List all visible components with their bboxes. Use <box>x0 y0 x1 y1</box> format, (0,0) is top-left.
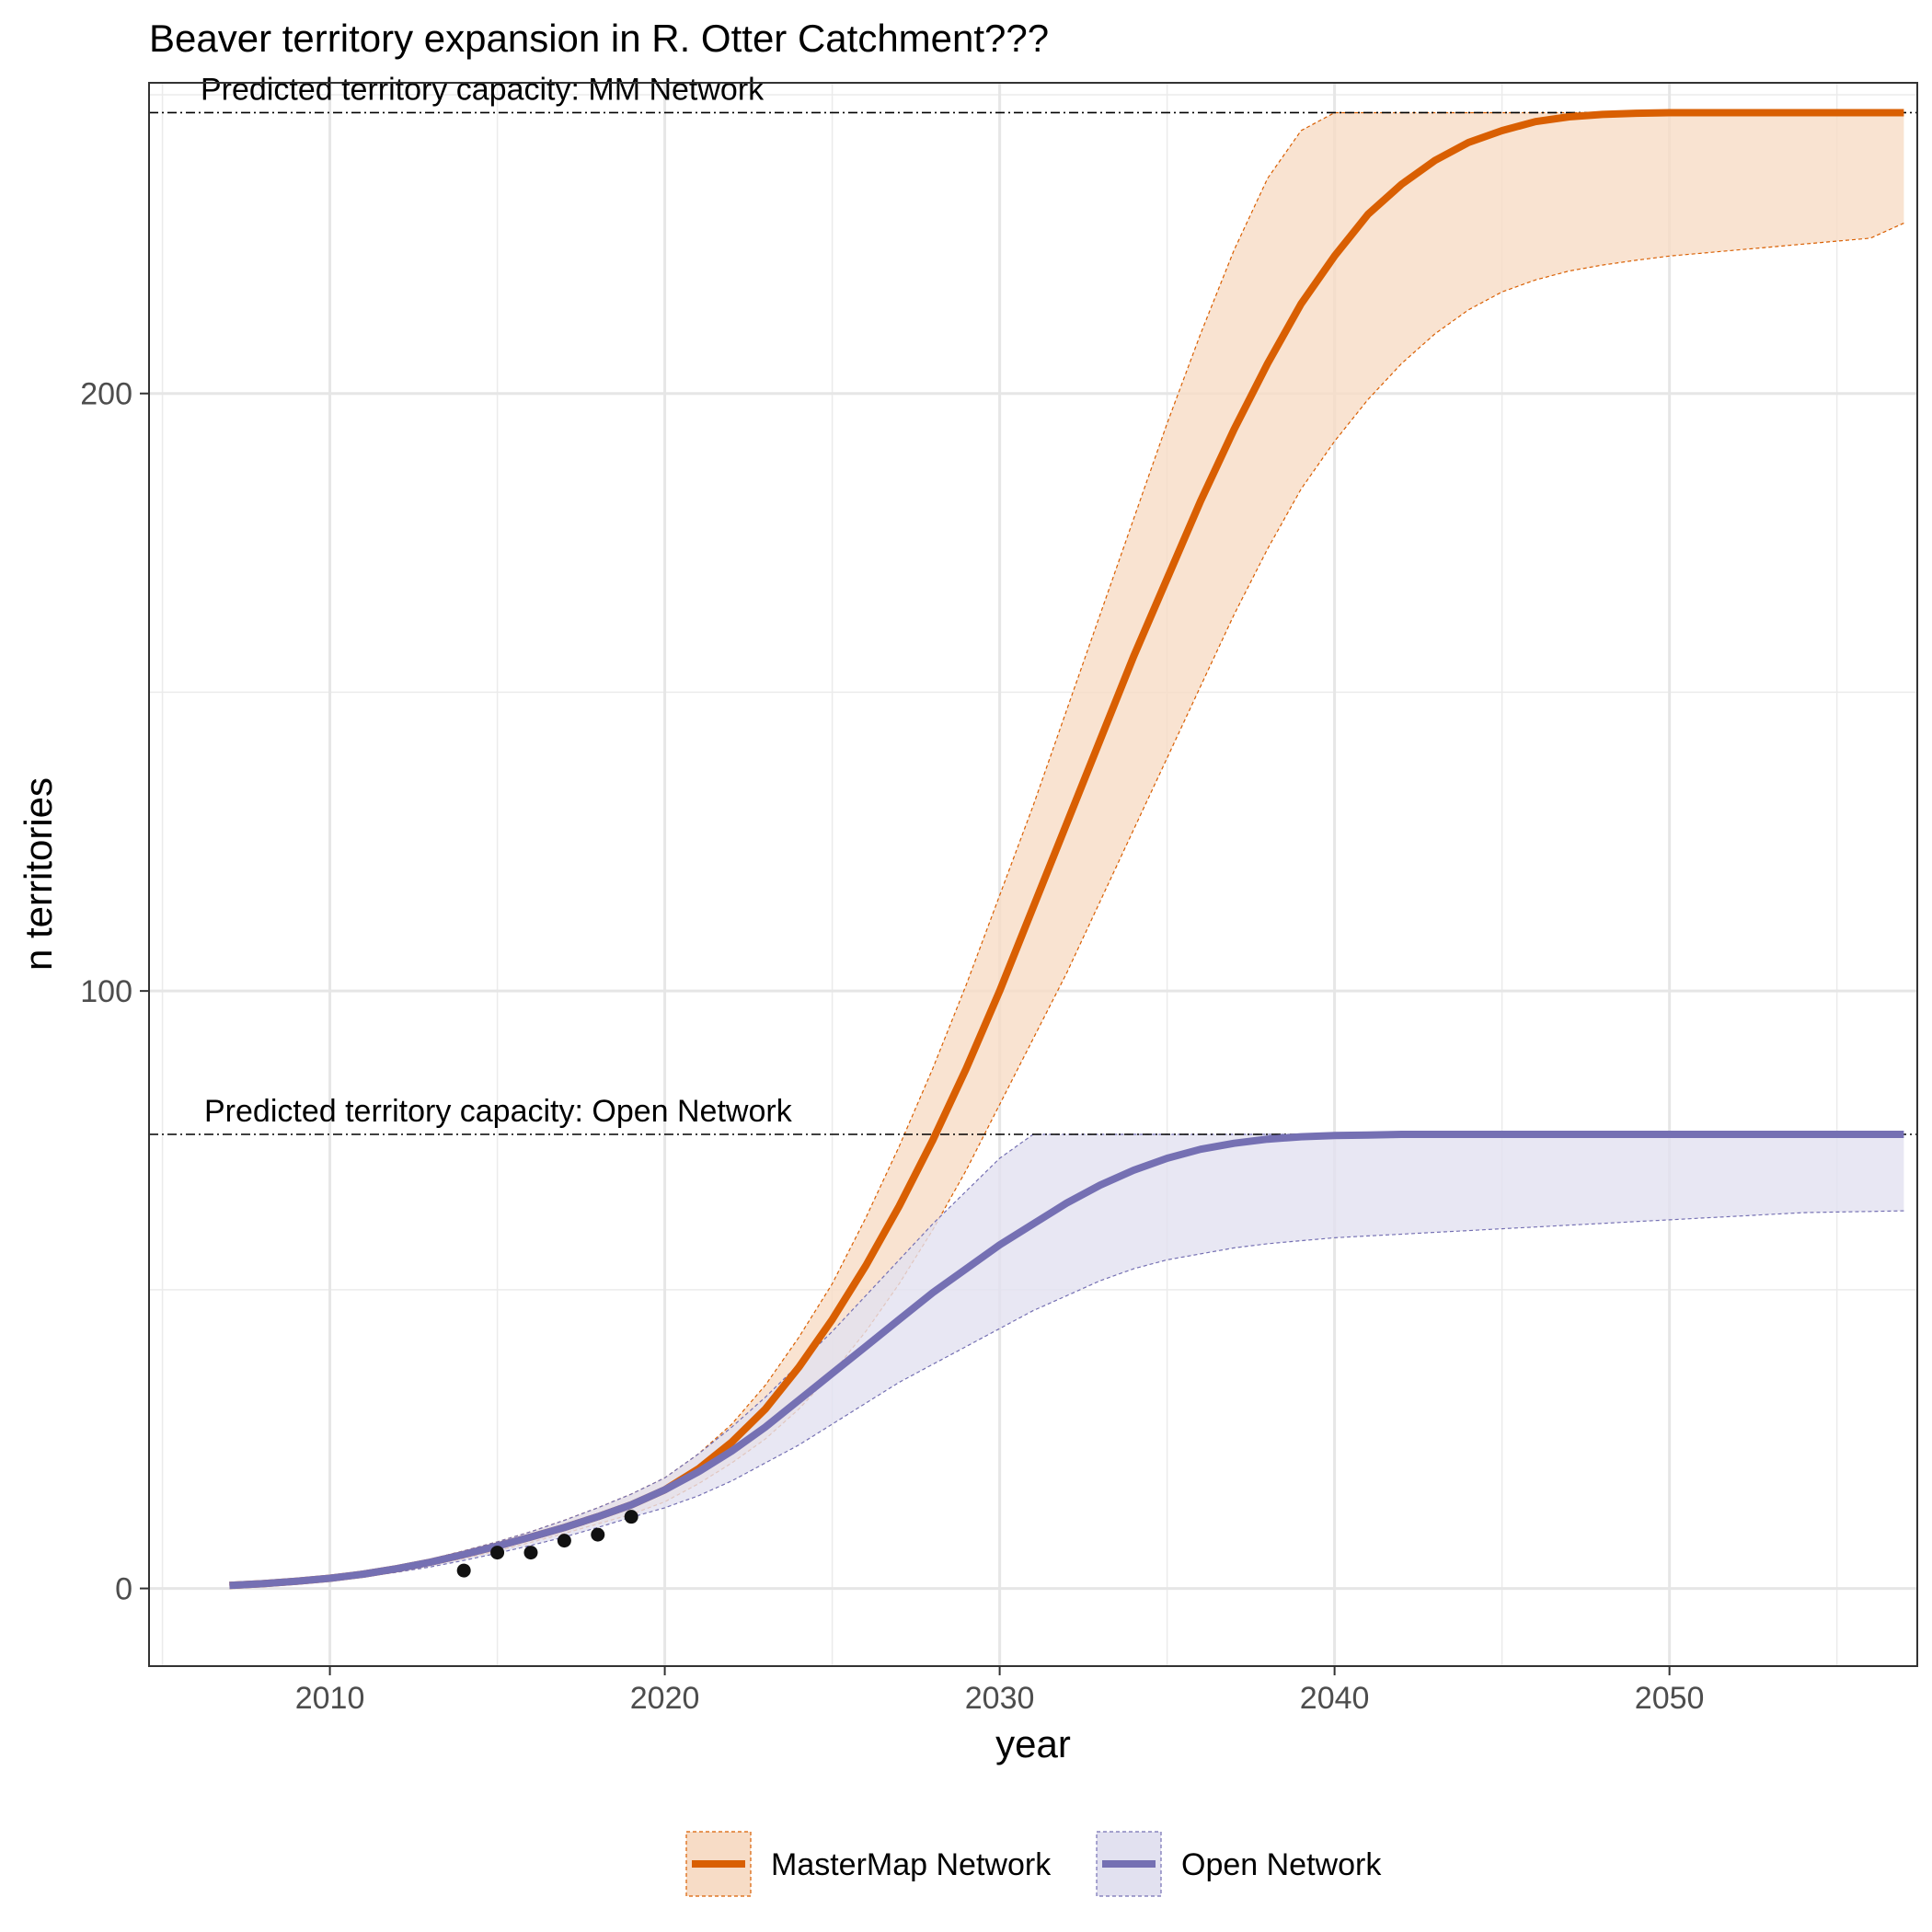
x-axis: 2010 2020 2030 2040 2050 <box>295 1666 1705 1716</box>
confidence-ribbons <box>229 111 1904 1587</box>
x-tick-label: 2050 <box>1635 1681 1705 1716</box>
y-axis-label: n territories <box>17 777 60 971</box>
observed-point <box>591 1527 605 1542</box>
panel-border <box>148 82 1918 1667</box>
ribbon-open <box>229 1134 1904 1586</box>
ribbon-lower-open <box>229 1210 1904 1587</box>
observed-point <box>523 1546 538 1560</box>
series-line-open <box>229 1131 1904 1590</box>
capacity-reference-lines: Predicted territory capacity: MM Network… <box>149 72 1917 1135</box>
x-tick-label: 2030 <box>965 1681 1035 1716</box>
observed-point <box>456 1563 471 1578</box>
ribbon-mastermap <box>229 112 1904 1586</box>
observed-point <box>490 1546 505 1560</box>
legend-item-open: Open Network <box>1096 1831 1382 1897</box>
x-tick-label: 2040 <box>1300 1681 1370 1716</box>
observed-points <box>456 1510 638 1578</box>
series-lines <box>229 109 1904 1590</box>
capacity-label: Predicted territory capacity: Open Netwo… <box>204 1094 793 1129</box>
x-tick-label: 2020 <box>630 1681 700 1716</box>
capacity-label: Predicted territory capacity: MM Network <box>201 72 765 107</box>
legend-label: MasterMap Network <box>771 1847 1052 1882</box>
y-tick-label: 200 <box>80 377 132 412</box>
x-tick-label: 2010 <box>295 1681 365 1716</box>
x-axis-label: year <box>995 1722 1071 1765</box>
legend-item-mastermap: MasterMap Network <box>685 1831 1052 1897</box>
y-tick-label: 0 <box>115 1572 132 1607</box>
chart-title: Beaver territory expansion in R. Otter C… <box>149 17 1049 60</box>
legend-label: Open Network <box>1181 1847 1382 1882</box>
plot-panel: Predicted territory capacity: MM Network… <box>148 72 1918 1667</box>
y-tick-label: 100 <box>80 974 132 1009</box>
legend: MasterMap Network Open Network <box>685 1831 1382 1897</box>
observed-point <box>557 1534 571 1548</box>
y-axis: 0 100 200 <box>80 377 149 1607</box>
observed-point <box>624 1510 638 1524</box>
